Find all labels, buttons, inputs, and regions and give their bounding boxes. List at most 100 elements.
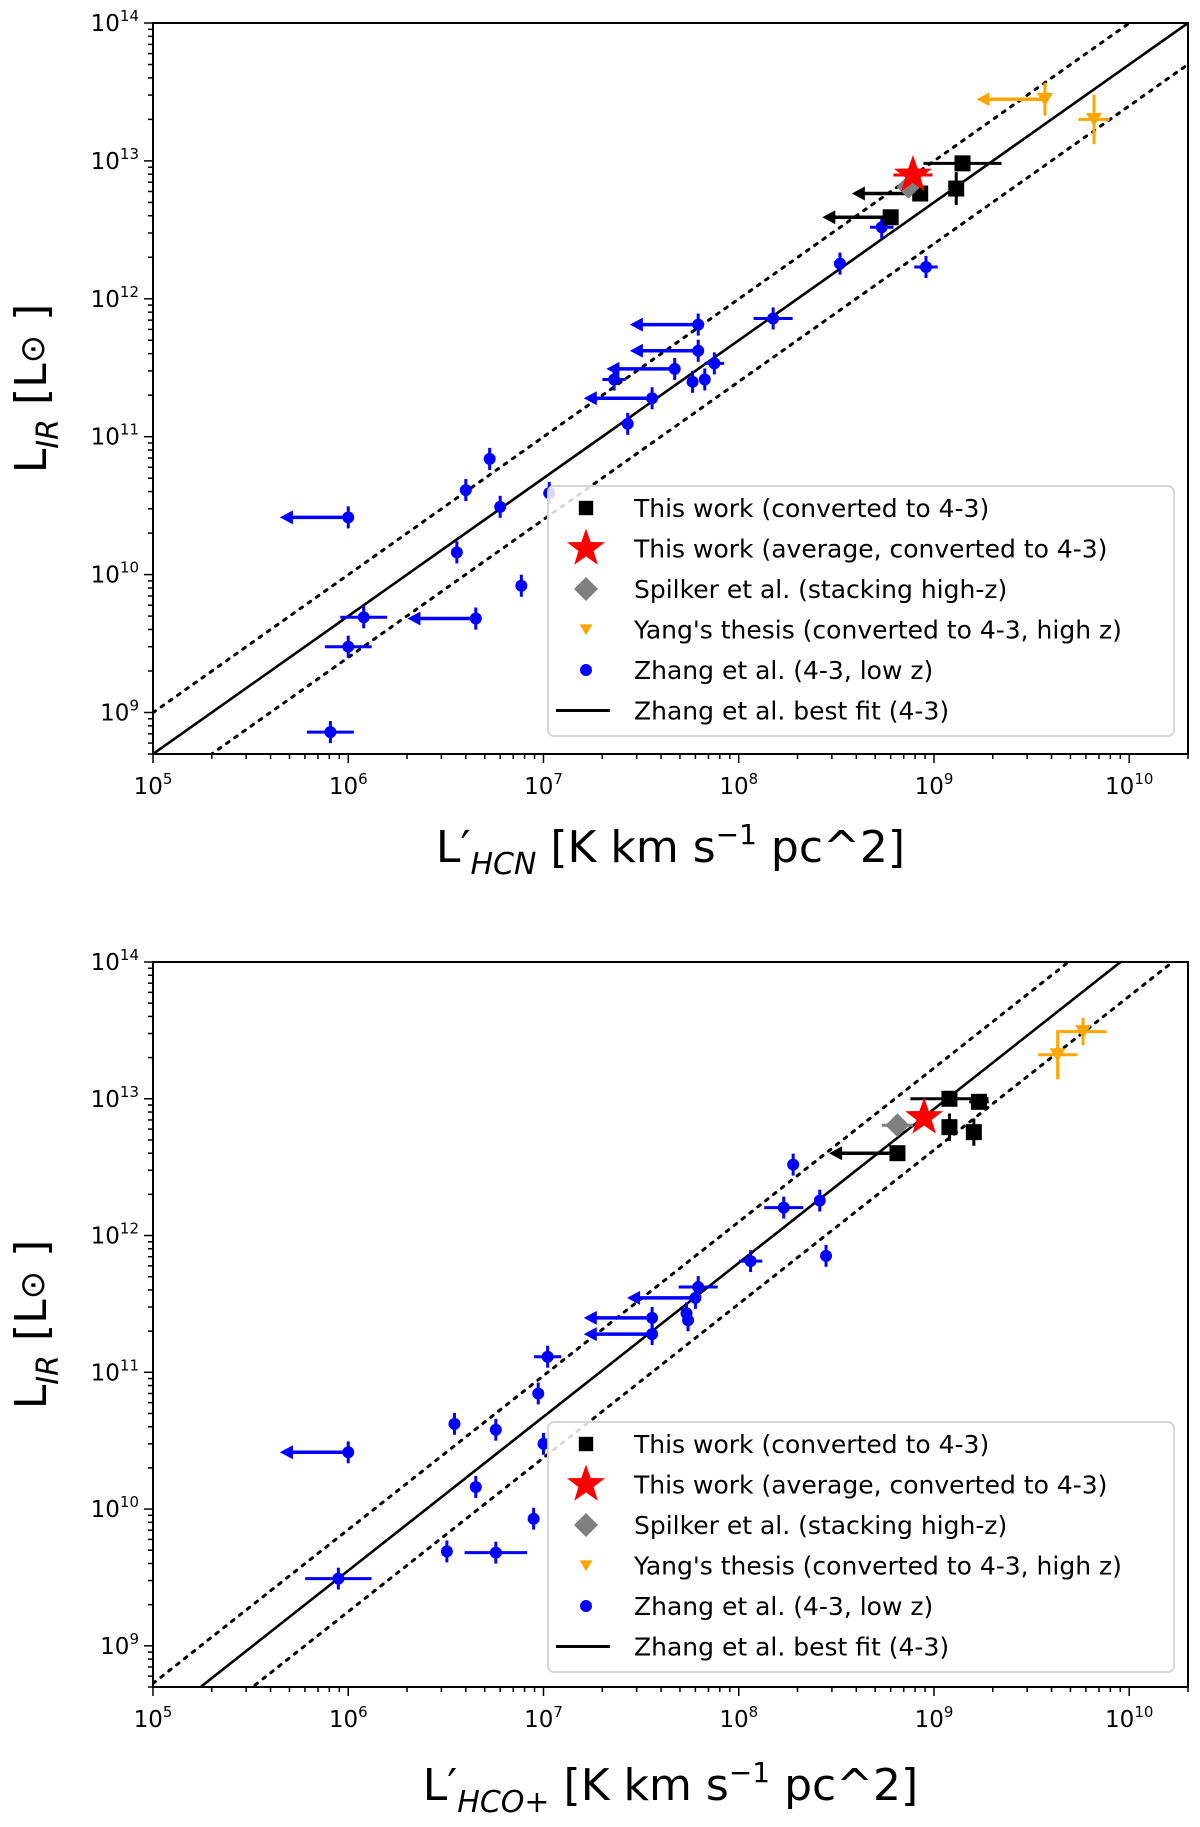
x-tick-label: 107: [524, 1703, 563, 1733]
tick-exponent: 8: [749, 1703, 759, 1721]
tick-base: 10: [524, 774, 553, 800]
data-point: [515, 574, 528, 597]
y-label-part: IR: [31, 419, 66, 449]
data-point-circle: [692, 344, 705, 357]
x-label-part: −1: [716, 818, 757, 851]
data-point-circle: [777, 1201, 790, 1214]
data-point-circle: [532, 1387, 545, 1400]
tick-base: 10: [91, 1087, 120, 1113]
data-point-circle: [744, 1255, 757, 1268]
legend: This work (converted to 4-3) This work (a…: [547, 1421, 1175, 1673]
y-label-part: ⊙: [13, 335, 53, 364]
legend-entry: This work (average, converted to 4-3): [567, 1464, 1107, 1501]
data-point: [621, 412, 634, 435]
tick-exponent: 11: [120, 1356, 139, 1374]
legend-entry: Spilker et al. (stacking high-z): [574, 575, 1007, 604]
tick-exponent: 10: [120, 1493, 139, 1511]
y-label-part: [L: [6, 1299, 57, 1355]
x-label-part: ′: [447, 1760, 457, 1811]
data-point: [532, 1382, 545, 1405]
legend-star-icon: [567, 528, 605, 565]
y-tick-label: 1014: [91, 946, 139, 976]
data-point: [738, 1250, 763, 1273]
legend-entry: Zhang et al. best fit (4-3): [556, 1633, 949, 1662]
data-point-circle: [332, 1572, 345, 1585]
tick-base: 10: [91, 1224, 120, 1250]
legend-label: Spilker et al. (stacking high-z): [634, 575, 1007, 604]
legend-entry: Zhang et al. (4-3, low z): [580, 1592, 933, 1621]
data-point-circle: [919, 261, 932, 274]
tick-exponent: 9: [129, 1630, 139, 1648]
legend-label: Zhang et al. best fit (4-3): [634, 1633, 949, 1662]
data-point: [537, 1432, 550, 1455]
tick-base: 10: [524, 1707, 553, 1733]
data-point: [704, 352, 725, 375]
arrow-head-icon: [583, 1310, 597, 1325]
legend-label: Zhang et al. (4-3, low z): [634, 1592, 933, 1621]
data-point-square: [954, 155, 971, 172]
y-tick-label: 1011: [91, 1356, 139, 1386]
arrow-head-icon: [629, 317, 643, 332]
legend-label: Spilker et al. (stacking high-z): [634, 1511, 1007, 1540]
legend-entry: Zhang et al. best fit (4-3): [556, 697, 949, 726]
x-label-part: HCO+: [457, 1785, 549, 1820]
data-point: [893, 155, 933, 192]
x-tick-label: 105: [134, 770, 173, 800]
legend: This work (converted to 4-3) This work (a…: [547, 485, 1175, 737]
tick-exponent: 9: [129, 696, 139, 714]
data-point: [306, 721, 354, 744]
arrow-head-icon: [851, 186, 865, 201]
data-point-circle: [469, 612, 482, 625]
data-point-circle: [646, 1328, 659, 1341]
data-point-circle: [324, 726, 337, 739]
legend-entry: Zhang et al. (4-3, low z): [580, 656, 933, 685]
data-point-square: [882, 209, 899, 226]
y-label-part: ]: [6, 1240, 57, 1271]
x-tick-label: 109: [915, 770, 954, 800]
series-square: [829, 1090, 989, 1162]
tick-exponent: 5: [163, 770, 173, 788]
x-axis-label: L′HCO+ [K km s−1 pc^2]: [423, 1756, 918, 1820]
data-point: [340, 606, 388, 629]
data-point-triangle: [1075, 1025, 1092, 1039]
data-point: [1078, 94, 1110, 145]
data-point-star: [893, 155, 932, 192]
data-point-triangle: [1036, 92, 1053, 107]
arrow-head-icon: [829, 1146, 843, 1161]
y-tick-label: 109: [100, 1630, 139, 1660]
data-point-square: [941, 1119, 958, 1136]
data-point: [948, 172, 965, 206]
data-point: [682, 1309, 695, 1332]
legend-entry: Spilker et al. (stacking high-z): [574, 1511, 1007, 1540]
legend-label: This work (average, converted to 4-3): [633, 1471, 1107, 1500]
fit-lower-dotted: [250, 962, 1176, 1687]
series-star: [905, 1097, 944, 1134]
legend-label: Yang's thesis (converted to 4-3, high z): [633, 1552, 1122, 1581]
data-point: [914, 255, 938, 279]
data-point: [459, 479, 472, 502]
fit-lower-dotted: [208, 62, 1188, 754]
legend-entry: This work (converted to 4-3): [578, 494, 989, 523]
tick-base: 10: [91, 1497, 120, 1523]
legend-box: [547, 1421, 1175, 1673]
data-point-circle: [450, 546, 463, 559]
chart-panel-2: 105 106 107 108 109 1010109101010111012101310…: [6, 946, 1189, 1820]
fit-upper-dotted: [153, 23, 1133, 715]
tick-exponent: 14: [120, 946, 139, 964]
data-point: [764, 1196, 804, 1219]
y-tick-label: 1010: [91, 1493, 139, 1523]
data-point: [494, 495, 507, 518]
tick-base: 10: [329, 1707, 358, 1733]
data-point-circle: [537, 1437, 550, 1450]
data-point: [787, 1153, 800, 1176]
data-point: [305, 1567, 372, 1590]
data-point-circle: [342, 1446, 355, 1459]
x-label-part: ′: [460, 822, 470, 873]
data-point-circle: [459, 484, 472, 497]
tick-base: 10: [91, 425, 120, 451]
data-point-circle: [692, 1281, 705, 1294]
x-tick-label: 108: [719, 1703, 758, 1733]
arrow-head-icon: [627, 1290, 641, 1305]
data-point-triangle: [1085, 112, 1102, 127]
tick-exponent: 7: [553, 1703, 563, 1721]
